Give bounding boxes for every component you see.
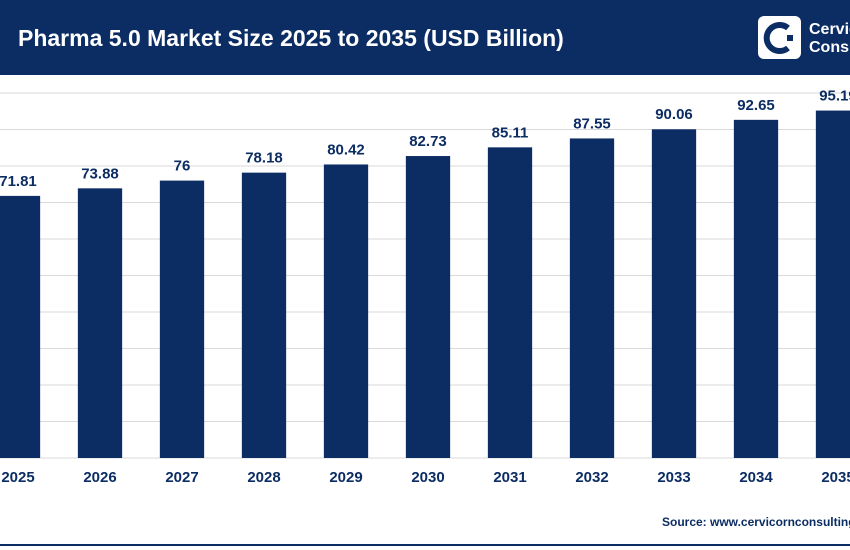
x-tick-label: 2032 [575,469,608,486]
value-label: 95.19 [819,88,850,105]
bar [487,147,533,458]
x-tick-label: 2030 [411,469,444,486]
value-label: 73.88 [81,165,119,182]
x-tick-label: 2025 [1,469,34,486]
bar [0,195,41,458]
value-label: 80.42 [327,141,365,158]
bar [241,172,287,458]
bar [159,180,205,458]
bar [323,164,369,459]
x-tick-label: 2035 [821,469,850,486]
bar [405,156,451,458]
value-label: 90.06 [655,106,693,123]
bar [77,188,123,458]
bar [733,119,779,458]
value-label: 76 [174,158,191,175]
logo-dot [787,35,793,41]
value-label: 82.73 [409,133,447,150]
value-label: 71.81 [0,173,37,190]
x-tick-label: 2031 [493,469,526,486]
bar [569,138,615,458]
logo-mark [763,22,790,54]
value-label: 85.11 [492,124,529,141]
x-tick-label: 2027 [165,469,198,486]
value-label: 78.18 [245,150,283,167]
chart-title: Pharma 5.0 Market Size 2025 to 2035 (USD… [18,25,564,51]
source-note: Source: www.cervicornconsulting.com [662,515,850,529]
x-tick-label: 2034 [739,469,773,486]
bar [651,129,697,458]
x-tick-label: 2028 [247,469,280,486]
x-tick-label: 2033 [657,469,690,486]
header-band [0,0,850,75]
bar [815,110,850,458]
value-label: 92.65 [737,97,775,114]
logo-text: Cervicorn [809,21,850,38]
value-label: 87.55 [573,115,611,132]
logo-text: Consulting [809,39,850,56]
x-tick-label: 2029 [329,469,362,486]
x-tick-label: 2026 [83,469,116,486]
